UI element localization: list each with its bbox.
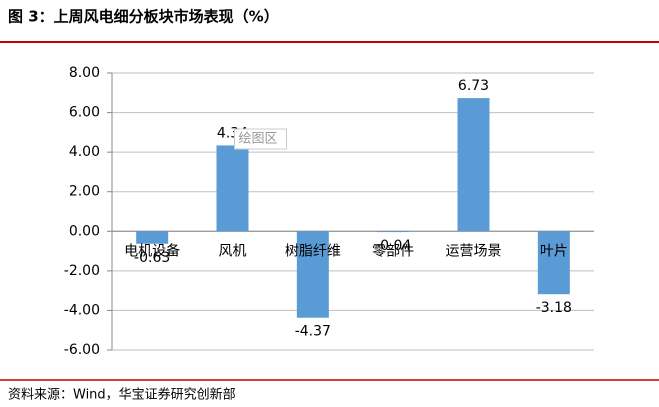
- y-tick-label: -4.00: [64, 302, 100, 318]
- data-label: -0.63: [134, 250, 170, 266]
- source-note: 资料来源：Wind，华宝证券研究创新部: [8, 387, 236, 403]
- y-tick-label: 6.00: [69, 105, 100, 121]
- y-tick-label: -6.00: [64, 342, 100, 358]
- bar: [216, 145, 249, 232]
- data-label: -0.04: [375, 238, 411, 254]
- y-tick-label: 0.00: [69, 223, 100, 239]
- y-tick-label: 4.00: [69, 144, 100, 160]
- chart-title: 图 3：上周风电细分板块市场表现（%）: [8, 8, 279, 26]
- x-tick-label: 电机设备: [124, 242, 180, 259]
- x-tick-label: 零部件: [372, 243, 414, 259]
- x-tick-label: 运营场景: [446, 243, 502, 259]
- x-tick-label: 叶片: [540, 243, 568, 259]
- data-label: -3.18: [536, 300, 572, 316]
- tooltip: 绘图区: [239, 132, 278, 147]
- data-label: 6.73: [458, 78, 489, 94]
- bar: [457, 98, 490, 232]
- y-tick-label: 8.00: [69, 65, 100, 81]
- bar: [296, 231, 329, 318]
- bar: [377, 231, 410, 233]
- y-tick-label: -2.00: [64, 263, 100, 279]
- y-tick-label: 2.00: [69, 184, 100, 200]
- bar: [537, 231, 570, 295]
- bar: [136, 231, 169, 244]
- tooltip-box: [234, 128, 287, 150]
- x-tick-label: 树脂纤维: [285, 243, 341, 259]
- x-tick-label: 风机: [219, 243, 247, 259]
- data-label: -4.37: [295, 324, 331, 340]
